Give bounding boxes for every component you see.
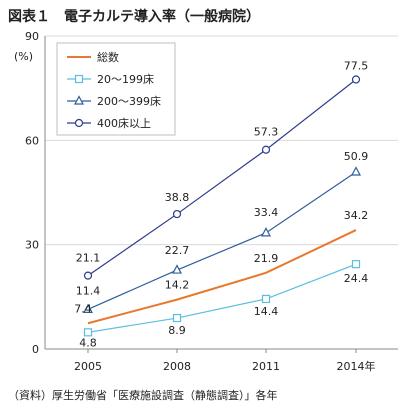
data-label: 11.4 [76,284,101,297]
x-tick-label: 2008 [163,360,191,373]
data-point [172,313,182,323]
data-label: 4.8 [79,336,97,349]
data-label: 14.4 [254,305,279,318]
data-point [83,271,93,280]
data-point [83,328,93,337]
data-label: 34.2 [344,209,369,222]
legend-label: 400床以上 [97,116,151,130]
y-tick-label: 0 [32,343,39,356]
data-point [351,75,361,84]
data-point [351,260,361,269]
legend-label: 200～399床 [97,94,161,108]
data-point [261,227,271,237]
data-label: 8.9 [168,324,186,337]
data-label: 22.7 [165,244,190,257]
x-tick-label: 2014年 [337,359,376,373]
y-tick-label: 90 [25,30,39,43]
legend: 総数 20～199床 200～399床 400床以上 [56,42,176,136]
data-point [261,145,271,154]
source-note: （資料）厚生労働省「医療施設調査（静態調査）」各年 [8,389,278,402]
data-point [172,209,182,219]
chart-title: 図表１ 電子カルテ導入率（一般病院） [8,9,260,25]
data-point [351,166,361,176]
legend-label: 20～199床 [97,72,154,86]
series-layer [83,75,361,337]
data-label: 33.4 [254,206,279,219]
data-label: 21.9 [254,252,279,265]
legend-label: 総数 [97,50,119,64]
axes: 0 30 60 90 (%) 2005 2008 2011 2014年 [14,30,398,373]
data-point [172,264,182,274]
data-label: 21.1 [76,252,101,265]
data-label: 7.4 [74,302,92,315]
data-point [74,118,84,128]
data-label: 24.4 [344,272,369,285]
data-label: 14.2 [165,279,190,292]
data-label: 50.9 [344,150,369,163]
data-label: 77.5 [344,59,369,72]
series-line [87,171,357,310]
y-tick-label: 60 [25,134,39,147]
data-label: 38.8 [165,191,190,204]
x-tick-label: 2005 [74,360,102,373]
data-point [74,74,84,84]
y-tick-label: 30 [25,239,39,252]
data-point [261,294,271,304]
data-labels: 7.4 14.2 21.9 34.2 4.8 8.9 14.4 24.4 11.4 22.7 33.… [74,59,368,349]
x-tick-label: 2011 [252,360,280,373]
data-label: 57.3 [254,126,279,139]
series-line [87,78,357,277]
y-axis-unit: (%) [14,50,33,63]
series-line [87,229,357,325]
data-point [83,303,93,313]
series-line [87,263,357,333]
data-point [74,95,84,105]
